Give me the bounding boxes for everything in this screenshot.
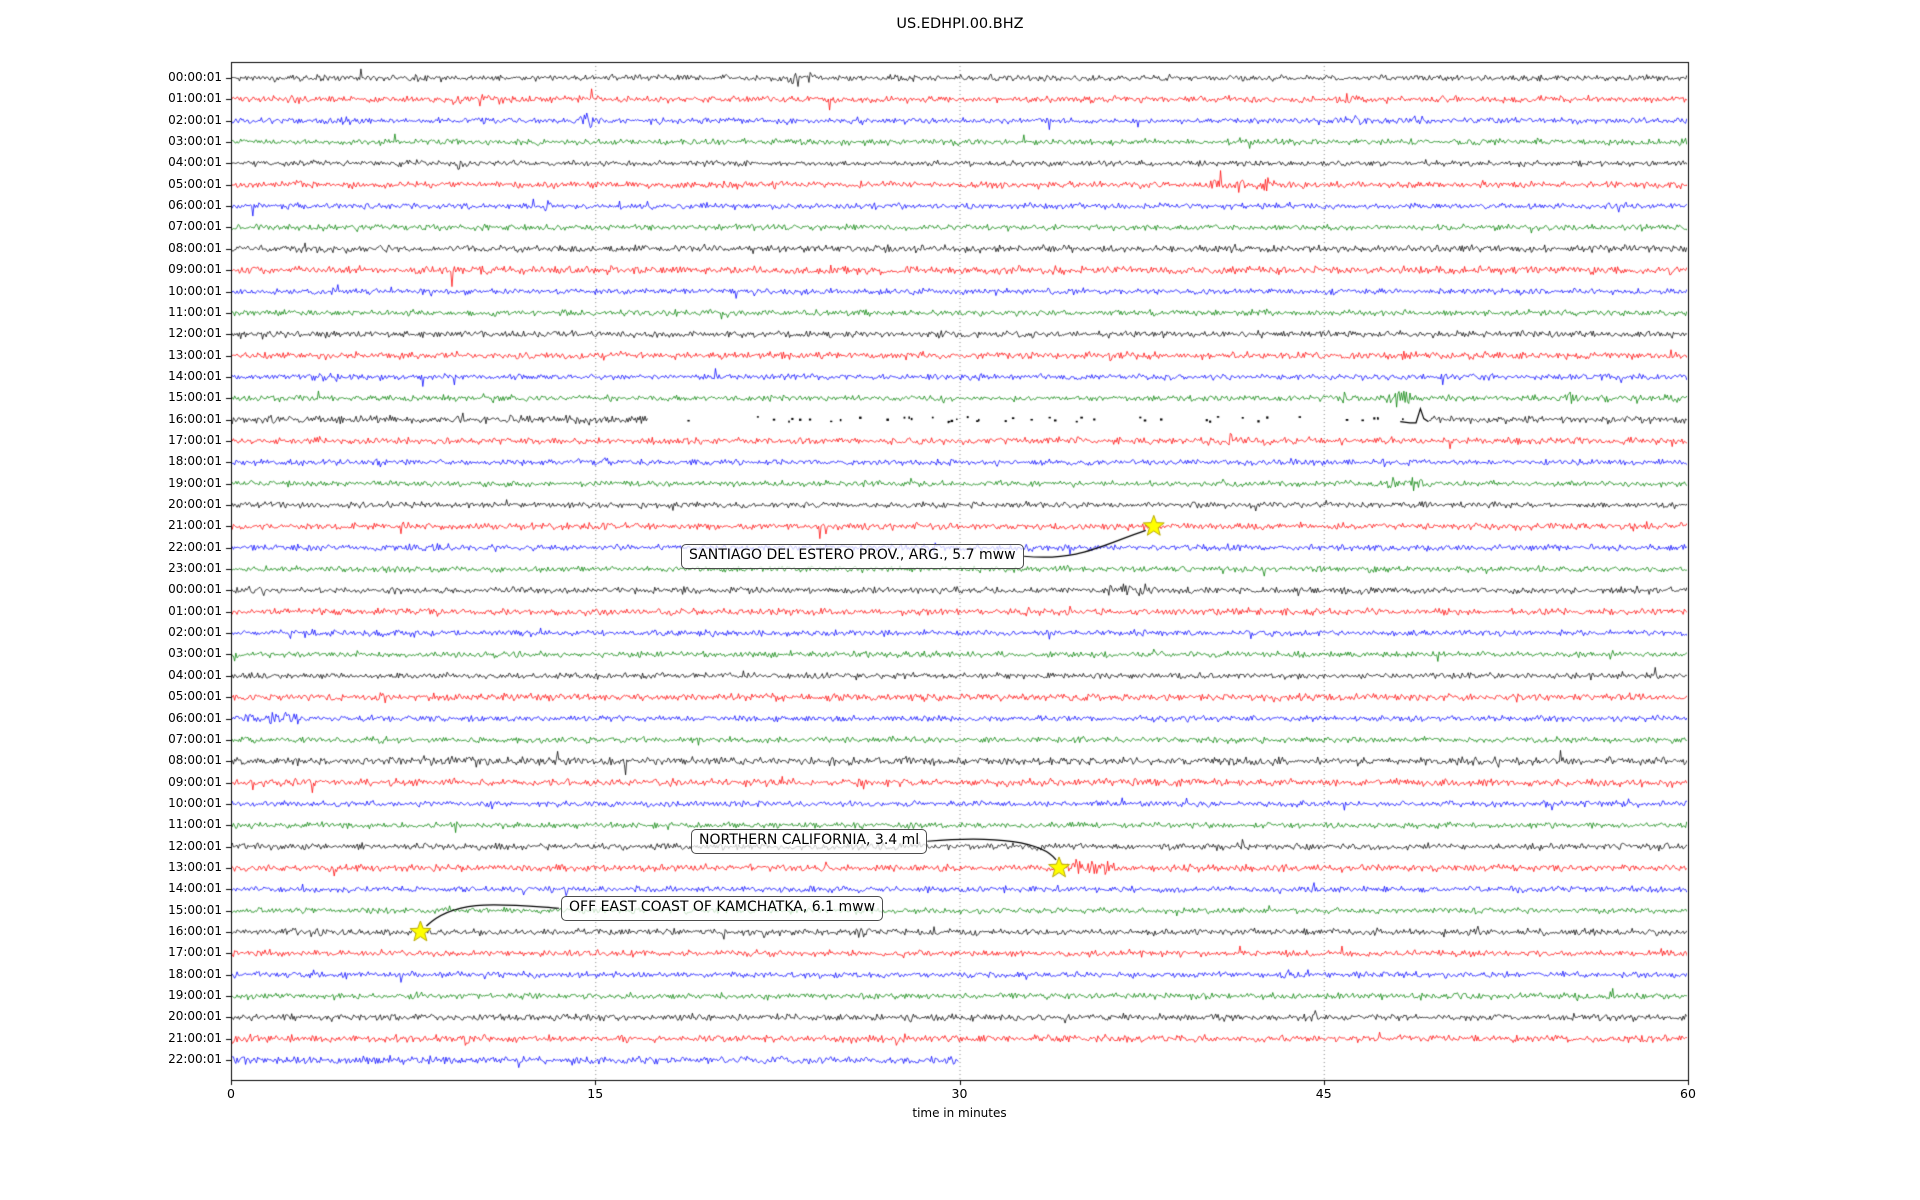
y-axis-label: 01:00:01 xyxy=(168,603,222,618)
x-tick-label: 0 xyxy=(227,1086,235,1101)
y-axis-label: 09:00:01 xyxy=(168,774,222,789)
y-axis-label: 11:00:01 xyxy=(168,304,222,319)
y-axis-label: 05:00:01 xyxy=(168,689,222,704)
y-axis-label: 10:00:01 xyxy=(168,283,222,298)
y-axis-label: 21:00:01 xyxy=(168,1030,222,1045)
y-axis-label: 09:00:01 xyxy=(168,262,222,277)
y-axis-label: 03:00:01 xyxy=(168,646,222,661)
x-tick-label: 45 xyxy=(1315,1086,1332,1101)
y-axis-label: 18:00:01 xyxy=(168,454,222,469)
y-axis-label: 20:00:01 xyxy=(168,497,222,511)
y-axis-label: 11:00:01 xyxy=(168,817,222,832)
chart-title: US.EDHPI.00.BHZ xyxy=(896,16,1024,32)
y-axis-label: 15:00:01 xyxy=(168,902,222,917)
y-axis-label: 02:00:01 xyxy=(168,112,222,127)
y-axis-label: 01:00:01 xyxy=(168,91,222,106)
y-axis-label: 00:00:01 xyxy=(168,582,222,597)
y-axis-label: 17:00:01 xyxy=(168,432,222,447)
y-axis-label: 20:00:01 xyxy=(168,1009,222,1024)
x-axis-label: time in minutes xyxy=(912,1106,1007,1120)
y-axis-label: 16:00:01 xyxy=(168,411,222,426)
y-axis-label: 04:00:01 xyxy=(168,155,222,170)
y-axis-label: 10:00:01 xyxy=(168,795,222,810)
y-axis-label: 22:00:01 xyxy=(168,539,222,554)
y-axis-label: 19:00:01 xyxy=(168,475,222,490)
x-tick-label: 60 xyxy=(1680,1086,1696,1101)
y-axis-label: 13:00:01 xyxy=(168,859,222,874)
y-axis-label: 22:00:01 xyxy=(168,1052,222,1067)
y-axis-label: 06:00:01 xyxy=(168,710,222,725)
y-axis-label: 18:00:01 xyxy=(168,966,222,981)
y-axis-label: 02:00:01 xyxy=(168,625,222,640)
y-axis-label: 23:00:01 xyxy=(168,561,222,576)
y-axis-label: 07:00:01 xyxy=(168,731,222,746)
y-axis-label: 14:00:01 xyxy=(168,368,222,383)
y-axis-label: 07:00:01 xyxy=(168,219,222,234)
y-axis-label: 06:00:01 xyxy=(168,198,222,213)
x-tick-label: 30 xyxy=(951,1086,968,1101)
event-annotation-box: OFF EAST COAST OF KAMCHATKA, 6.1 mww xyxy=(561,896,884,921)
y-axis-label: 15:00:01 xyxy=(168,390,222,405)
y-axis-label: 14:00:01 xyxy=(168,881,222,896)
y-axis-label: 04:00:01 xyxy=(168,667,222,682)
y-axis-label: 17:00:01 xyxy=(168,945,222,960)
y-axis-label: 08:00:01 xyxy=(168,240,222,255)
y-axis-label: 03:00:01 xyxy=(168,134,222,149)
y-axis-label: 12:00:01 xyxy=(168,326,222,341)
event-annotation-box: SANTIAGO DEL ESTERO PROV., ARG., 5.7 mww xyxy=(681,544,1024,569)
y-axis-label: 12:00:01 xyxy=(168,838,222,853)
y-axis-label: 19:00:01 xyxy=(168,988,222,1003)
event-annotation-box: NORTHERN CALIFORNIA, 3.4 ml xyxy=(691,829,928,854)
y-axis-label: 16:00:01 xyxy=(168,924,222,938)
y-axis-label: 08:00:01 xyxy=(168,753,222,768)
x-tick-label: 15 xyxy=(587,1086,604,1101)
y-axis-label: 05:00:01 xyxy=(168,176,222,191)
y-axis-label: 13:00:01 xyxy=(168,347,222,362)
y-axis-label: 21:00:01 xyxy=(168,518,222,533)
y-axis-label: 00:00:01 xyxy=(168,70,222,84)
